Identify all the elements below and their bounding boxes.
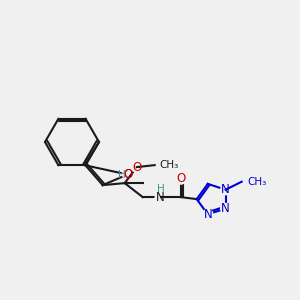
Circle shape [123,169,133,179]
Text: N: N [221,183,230,196]
Text: N: N [203,208,212,221]
Text: O: O [123,168,132,181]
Circle shape [203,209,213,219]
Text: H: H [157,184,165,194]
Circle shape [155,192,166,203]
Text: N: N [156,190,165,204]
Text: CH₃: CH₃ [248,177,267,187]
Circle shape [132,162,142,172]
Circle shape [176,174,186,184]
Text: O: O [123,168,132,181]
Text: N: N [221,202,230,215]
Text: CH₃: CH₃ [160,160,179,170]
Circle shape [221,185,231,195]
Circle shape [221,203,231,214]
Text: O: O [132,160,141,174]
Text: H: H [118,170,126,180]
Text: O: O [176,172,185,184]
